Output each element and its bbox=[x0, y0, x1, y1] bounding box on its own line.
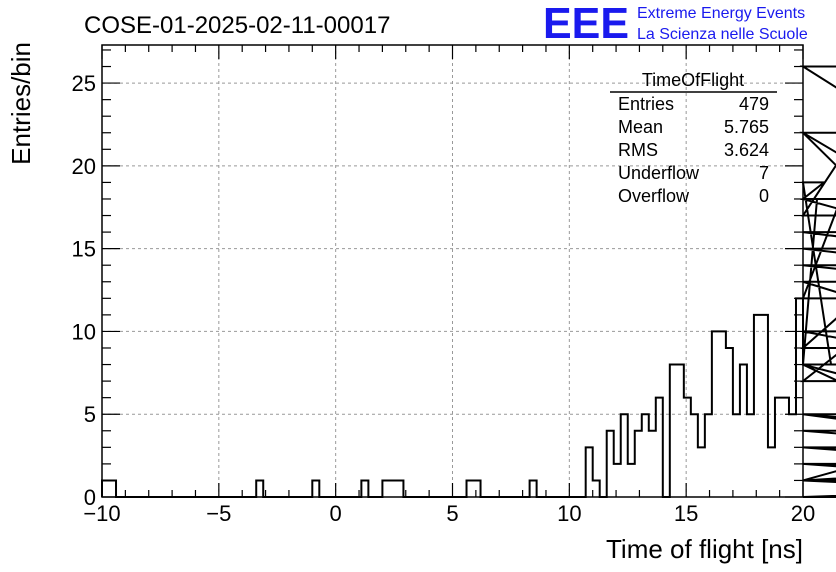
y-tick-label: 0 bbox=[84, 485, 96, 510]
stats-value: 3.624 bbox=[724, 140, 769, 160]
y-tick-label: 5 bbox=[84, 402, 96, 427]
stats-box: TimeOfFlight Entries 479 Mean 5.765 RMS 3.624… bbox=[610, 70, 777, 206]
x-tick-label: 5 bbox=[446, 501, 458, 526]
logo-line-2: La Scienza nelle Scuole bbox=[637, 26, 808, 43]
stats-label: Mean bbox=[618, 117, 663, 137]
y-tick-label: 20 bbox=[72, 154, 96, 179]
plot-frame bbox=[101, 44, 804, 498]
x-tick-label: 15 bbox=[674, 501, 698, 526]
y-axis-label: Entries/bin bbox=[6, 42, 36, 165]
chart-title: COSE-01-2025-02-11-00017 bbox=[84, 12, 390, 39]
logo-line-1: Extreme Energy Events bbox=[637, 5, 805, 22]
y-tick-label: 25 bbox=[72, 71, 96, 96]
x-tick-label: −10 bbox=[83, 501, 120, 526]
x-tick-label: 20 bbox=[791, 501, 815, 526]
grid-lines bbox=[102, 45, 803, 497]
stats-label: Entries bbox=[618, 94, 674, 114]
stats-label: RMS bbox=[618, 140, 658, 160]
y-tick-labels: 0 5 10 15 20 25 bbox=[72, 71, 96, 510]
stats-value: 5.765 bbox=[724, 117, 769, 137]
y-tick-label: 15 bbox=[72, 237, 96, 262]
y-tick-label: 10 bbox=[72, 319, 96, 344]
stats-label: Underflow bbox=[618, 163, 700, 183]
eee-logo: EEE bbox=[543, 0, 629, 48]
stats-value: 7 bbox=[759, 163, 769, 183]
stats-title: TimeOfFlight bbox=[642, 70, 744, 90]
x-tick-label: −5 bbox=[206, 501, 231, 526]
x-tick-label: 0 bbox=[330, 501, 342, 526]
stats-label: Overflow bbox=[618, 186, 690, 206]
x-axis-label: Time of flight [ns] bbox=[606, 534, 803, 564]
x-tick-label: 10 bbox=[557, 501, 581, 526]
x-tick-labels: −10 −5 0 5 10 15 20 bbox=[83, 501, 815, 526]
stats-value: 0 bbox=[759, 186, 769, 206]
stats-value: 479 bbox=[739, 94, 769, 114]
